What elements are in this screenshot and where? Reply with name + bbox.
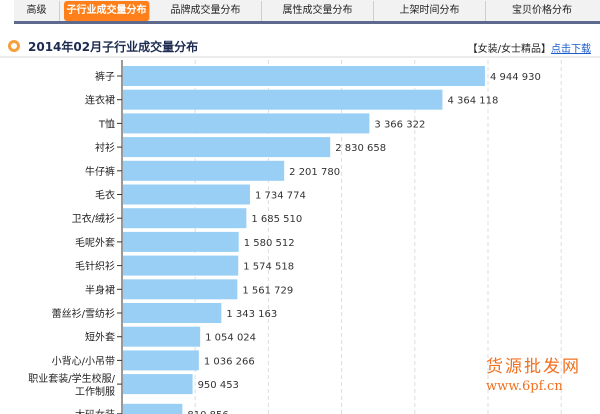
data-label: 4 364 118	[447, 96, 498, 107]
data-label: 1 054 024	[205, 333, 256, 344]
tab-attribute[interactable]: 属性成交量分布	[262, 0, 374, 21]
data-label: 950 453	[198, 380, 239, 391]
category-label: 大码女装	[75, 408, 115, 414]
category-label: 职业套装/学生校服/工作制服	[28, 372, 115, 398]
watermark-line1: 货源批发网	[486, 357, 581, 377]
category-label: 半身裙	[85, 283, 115, 296]
bar	[123, 66, 485, 86]
category-label: 衬衫	[95, 141, 115, 154]
data-label: 4 944 930	[490, 72, 541, 83]
tab-bar: 高级 子行业成交量分布 品牌成交量分布 属性成交量分布 上架时间分布 宝贝价格分…	[14, 0, 600, 24]
tab-brand[interactable]: 品牌成交量分布	[150, 0, 262, 21]
category-label: 毛衣	[95, 189, 115, 202]
bar	[123, 160, 285, 181]
category-label: 毛呢外套	[75, 236, 115, 249]
data-label: 1 036 266	[204, 356, 255, 367]
bar	[123, 255, 239, 276]
circle-icon	[8, 40, 20, 52]
bar	[123, 403, 183, 414]
bar	[123, 113, 370, 134]
bar	[123, 279, 238, 300]
chart-header: 2014年02月子行业成交量分布 【女装/女士精品】点击下载	[0, 36, 600, 58]
category-label: 牛仔裤	[85, 165, 115, 178]
bar	[123, 137, 331, 158]
category-label: 小背心/小吊带	[52, 354, 115, 367]
data-label: 1 343 163	[226, 309, 277, 320]
data-label: 1 574 518	[243, 262, 294, 273]
category-label: 连衣裙	[85, 94, 115, 107]
bar	[123, 303, 222, 323]
category-label: 蕾丝衫/雪纺衫	[52, 307, 115, 320]
data-label: 1 734 774	[255, 191, 306, 202]
data-label: 1 561 729	[242, 285, 293, 296]
bar	[123, 89, 443, 110]
category-label: 【女装/女士精品】	[467, 44, 551, 55]
tab-listing-time[interactable]: 上架时间分布	[374, 0, 486, 21]
data-label: 2 830 658	[335, 143, 386, 154]
data-label: 1 685 510	[251, 214, 302, 225]
category-info: 【女装/女士精品】点击下载	[468, 40, 591, 55]
category-label: 卫衣/绒衫	[72, 212, 115, 225]
page-title: 2014年02月子行业成交量分布	[28, 40, 199, 54]
tab-subindustry[interactable]: 子行业成交量分布	[64, 0, 150, 21]
category-label: 毛针织衫	[75, 260, 115, 273]
bar	[123, 374, 193, 395]
download-link[interactable]: 点击下载	[551, 44, 591, 55]
bar	[123, 184, 250, 205]
category-label: 裤子	[95, 70, 115, 83]
bar	[123, 350, 199, 371]
bar	[123, 231, 239, 252]
data-label: 2 201 780	[289, 167, 340, 178]
bar	[123, 326, 201, 347]
bar-chart: 4 944 930 裤子 4 364 118 连衣裙 3 366 322 T恤 2 830 …	[28, 60, 562, 414]
category-label: 短外套	[85, 331, 115, 344]
watermark: 货源批发网 www.6pf.cn	[486, 352, 581, 394]
bar	[123, 208, 247, 229]
data-label: 1 580 512	[244, 238, 295, 249]
data-label: 810 856	[187, 410, 228, 414]
watermark-line2: www.6pf.cn	[486, 379, 563, 394]
category-label: T恤	[98, 117, 115, 130]
tab-advanced[interactable]: 高级	[14, 0, 60, 21]
data-label: 3 366 322	[374, 119, 425, 130]
tab-price[interactable]: 宝贝价格分布	[512, 4, 572, 16]
